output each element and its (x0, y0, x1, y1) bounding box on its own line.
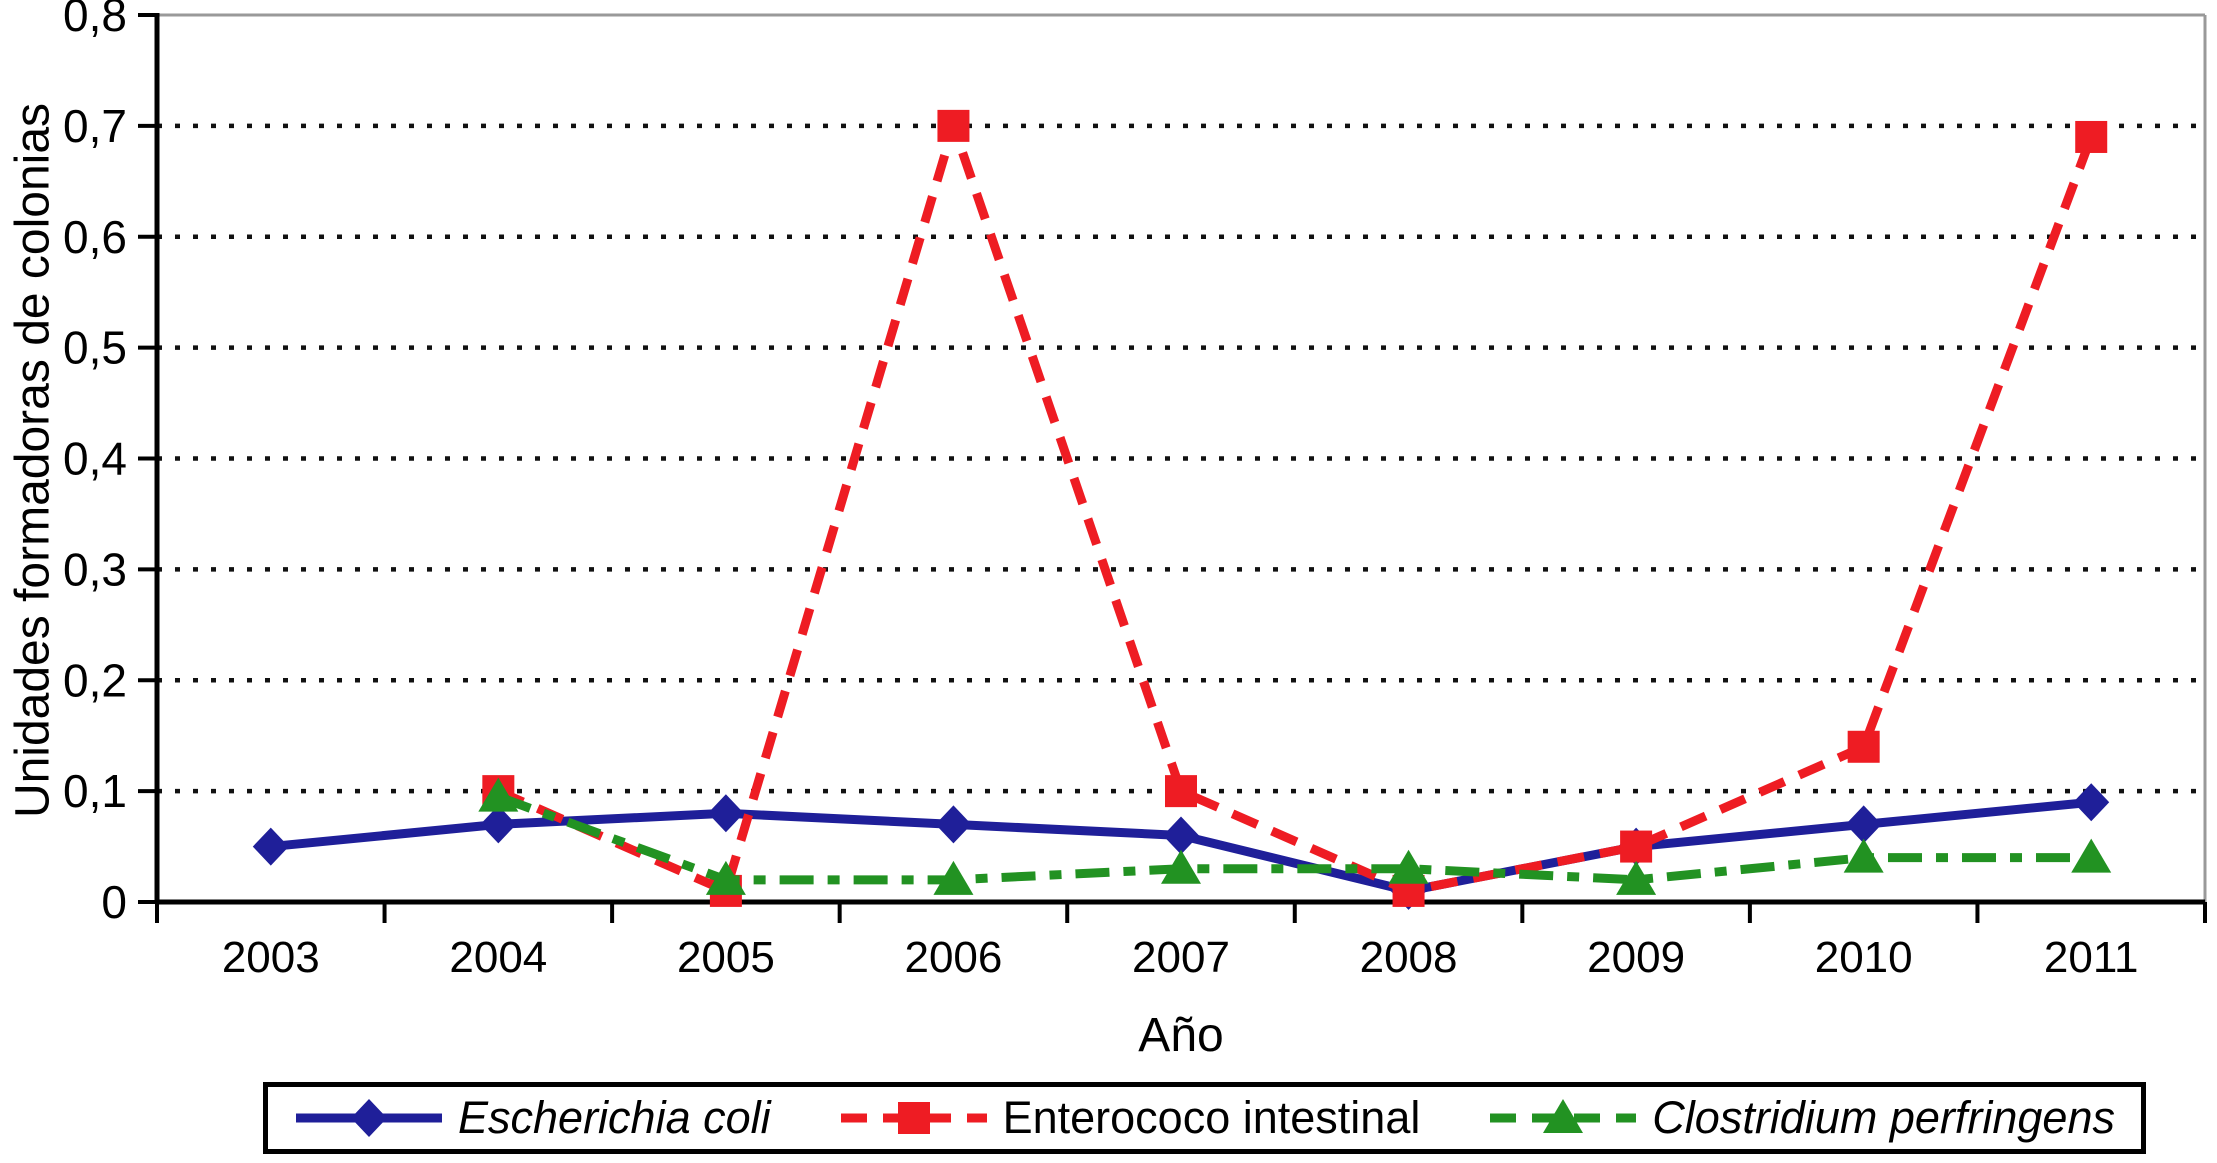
legend-swatch-marker (351, 1099, 387, 1137)
x-tick-label: 2006 (904, 933, 1002, 982)
y-tick-label: 0 (101, 876, 127, 928)
y-tick-label: 0,5 (63, 322, 127, 374)
x-axis-title: Año (1138, 1009, 1224, 1062)
marker-triangle (1843, 838, 1884, 873)
x-tick-label: 2009 (1587, 933, 1685, 982)
marker-square (937, 109, 970, 142)
marker-square (1847, 730, 1880, 763)
marker-square (1165, 775, 1197, 808)
y-axis-title: Unidades formadoras de colonias (6, 102, 60, 819)
marker-square (2075, 120, 2108, 153)
marker-diamond (252, 827, 289, 866)
marker-triangle (2071, 838, 2112, 873)
clostridium-perfringens-swatch (1490, 1099, 1637, 1133)
marker-triangle (705, 860, 746, 895)
enterococo-intestinal-swatch (840, 1102, 987, 1134)
marker-diamond (480, 805, 517, 844)
legend-label: Escherichia coli (458, 1092, 771, 1143)
x-tick-label: 2005 (677, 933, 775, 982)
legend: Escherichia coli Enterococo intestinal C… (263, 1082, 2146, 1154)
legend-label: Clostridium perfringens (1652, 1092, 2115, 1143)
marker-triangle (1616, 860, 1657, 895)
marker-diamond (935, 805, 972, 844)
legend-label: Enterococo intestinal (1002, 1092, 1421, 1143)
legend-item-escherichia-coli: Escherichia coli (294, 1092, 771, 1144)
x-tick-label: 2004 (449, 933, 547, 982)
marker-diamond (2073, 783, 2110, 822)
marker-triangle (933, 860, 974, 895)
series-line (496, 792, 2092, 885)
y-tick-label: 0,3 (63, 543, 127, 595)
escherichia-coli-swatch (296, 1099, 442, 1137)
marker-square (1620, 830, 1653, 863)
marker-diamond (1845, 805, 1882, 844)
x-tick-label: 2007 (1132, 933, 1230, 982)
legend-swatch-marker (897, 1102, 930, 1134)
marker-diamond (1163, 816, 1199, 855)
series-line (496, 111, 2096, 898)
x-tick-label: 2003 (222, 933, 320, 982)
y-tick-label: 0,1 (63, 765, 127, 817)
x-tick-label: 2008 (1360, 933, 1458, 982)
marker-triangle (478, 777, 519, 812)
legend-item-clostridium-perfringens: Clostridium perfringens (1488, 1092, 2115, 1144)
y-tick-label: 0,6 (63, 211, 127, 263)
legend-item-enterococo-intestinal: Enterococo intestinal (839, 1092, 1421, 1144)
marker-diamond (707, 794, 744, 833)
y-tick-label: 0,2 (63, 654, 127, 706)
x-tick-label: 2010 (1815, 933, 1913, 982)
legend-swatch-marker (1543, 1099, 1584, 1133)
y-tick-label: 0,8 (63, 0, 127, 41)
marker-triangle (1388, 849, 1429, 884)
x-tick-label: 2011 (2044, 933, 2139, 982)
marker-triangle (1161, 849, 1201, 884)
y-tick-label: 0,7 (63, 100, 127, 152)
y-tick-label: 0,4 (63, 433, 127, 485)
